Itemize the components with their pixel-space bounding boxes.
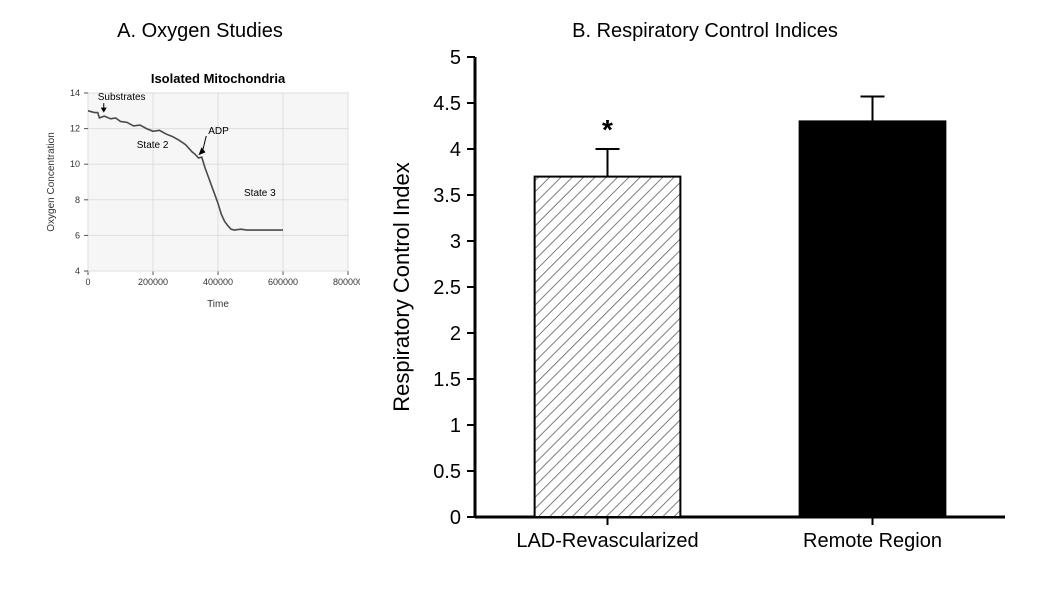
panel-a-title: A. Oxygen Studies <box>117 20 283 43</box>
panel-a: A. Oxygen Studies 0 200000 400000 600000 800… <box>20 20 380 570</box>
svg-text:12: 12 <box>70 124 80 134</box>
svg-text:5: 5 <box>450 47 461 69</box>
svg-text:4: 4 <box>450 139 461 161</box>
svg-text:6: 6 <box>75 230 80 240</box>
svg-text:400000: 400000 <box>203 277 233 287</box>
svg-text:800000: 800000 <box>333 277 360 287</box>
svg-text:3: 3 <box>450 231 461 253</box>
svg-text:4.5: 4.5 <box>433 93 461 115</box>
figure-root: A. Oxygen Studies 0200000400000600000800… <box>20 20 1030 570</box>
panel-b: B. Respiratory Control Indices 0 0.5 1 1.5 2… <box>380 20 1030 570</box>
panel-b-title: B. Respiratory Control Indices <box>572 20 838 43</box>
svg-text:State 2: State 2 <box>137 140 169 151</box>
svg-text:*: * <box>602 114 613 145</box>
svg-text:Oxygen Concentration: Oxygen Concentration <box>46 132 57 232</box>
svg-text:LAD-Revascularized: LAD-Revascularized <box>516 530 698 552</box>
oxygen-trace-chart: 0 200000 400000 600000 800000 4 6 8 10 12 14 Isolat… <box>40 53 360 313</box>
svg-text:3.5: 3.5 <box>433 185 461 207</box>
svg-text:State 3: State 3 <box>244 188 276 199</box>
svg-text:4: 4 <box>75 266 80 276</box>
svg-text:Remote Region: Remote Region <box>803 530 942 552</box>
svg-text:0.5: 0.5 <box>433 461 461 483</box>
svg-text:Time: Time <box>207 299 229 310</box>
svg-text:600000: 600000 <box>268 277 298 287</box>
svg-text:8: 8 <box>75 195 80 205</box>
svg-text:200000: 200000 <box>138 277 168 287</box>
svg-text:1: 1 <box>450 415 461 437</box>
svg-text:2.5: 2.5 <box>433 277 461 299</box>
svg-text:2: 2 <box>450 323 461 345</box>
rci-bar-chart: 0 0.5 1 1.5 2 2.5 3 3.5 4 4.5 5 * LAD-Revascularized… <box>385 47 1025 567</box>
svg-text:Substrates: Substrates <box>98 92 146 103</box>
svg-text:0: 0 <box>85 277 90 287</box>
svg-text:14: 14 <box>70 88 80 98</box>
svg-text:Respiratory Control Index: Respiratory Control Index <box>389 162 414 411</box>
svg-text:1.5: 1.5 <box>433 369 461 391</box>
svg-text:ADP: ADP <box>208 126 229 137</box>
svg-text:0: 0 <box>450 507 461 529</box>
svg-text:Isolated Mitochondria: Isolated Mitochondria <box>151 71 286 86</box>
svg-text:10: 10 <box>70 159 80 169</box>
